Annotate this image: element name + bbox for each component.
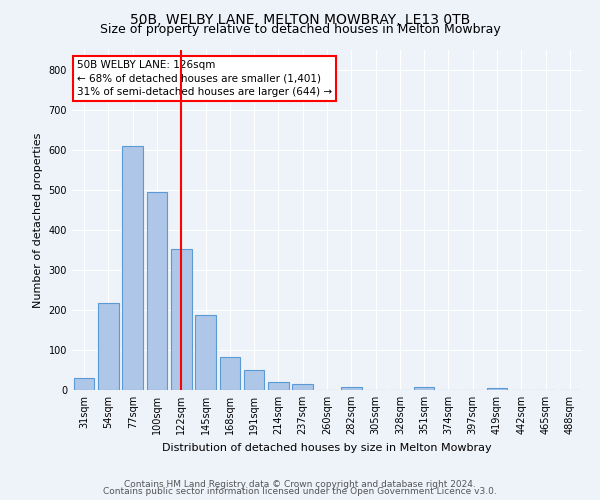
Bar [487, 388, 508, 390]
X-axis label: Distribution of detached houses by size in Melton Mowbray: Distribution of detached houses by size … [162, 442, 492, 452]
Bar [220, 357, 240, 390]
Text: Contains HM Land Registry data © Crown copyright and database right 2024.: Contains HM Land Registry data © Crown c… [124, 480, 476, 489]
Text: Size of property relative to detached houses in Melton Mowbray: Size of property relative to detached ho… [100, 22, 500, 36]
Bar [146, 192, 167, 390]
Bar [244, 370, 265, 390]
Bar [268, 382, 289, 390]
Bar [98, 303, 119, 390]
Bar [195, 315, 216, 390]
Text: 50B WELBY LANE: 126sqm
← 68% of detached houses are smaller (1,401)
31% of semi-: 50B WELBY LANE: 126sqm ← 68% of detached… [77, 60, 332, 96]
Bar [171, 249, 191, 390]
Bar [122, 146, 143, 390]
Bar [74, 378, 94, 390]
Bar [414, 387, 434, 390]
Y-axis label: Number of detached properties: Number of detached properties [33, 132, 43, 308]
Bar [292, 384, 313, 390]
Text: 50B, WELBY LANE, MELTON MOWBRAY, LE13 0TB: 50B, WELBY LANE, MELTON MOWBRAY, LE13 0T… [130, 12, 470, 26]
Bar [341, 387, 362, 390]
Text: Contains public sector information licensed under the Open Government Licence v3: Contains public sector information licen… [103, 487, 497, 496]
